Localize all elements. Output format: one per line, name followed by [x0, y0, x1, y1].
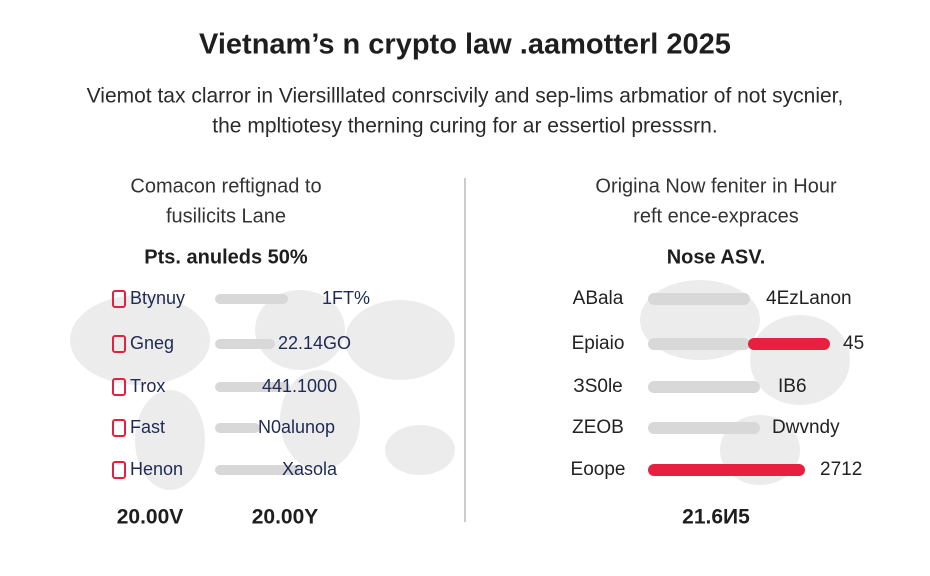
- footer-value: 21.6И5: [682, 506, 750, 529]
- row-value: 22.14GO: [278, 333, 351, 353]
- row-label: Henon: [130, 459, 183, 479]
- panel-heading: Origina Now feniter in Hour: [595, 175, 837, 197]
- row-label: Eoope: [571, 459, 626, 480]
- row-label: Fast: [130, 417, 165, 437]
- row-label: Trox: [130, 376, 165, 396]
- row-label: ZEOB: [572, 417, 624, 438]
- footer-value: 20.00V: [117, 506, 184, 529]
- row-value: Dwvndy: [772, 417, 840, 438]
- row-bar: [648, 293, 750, 305]
- row-label: Epiaio: [572, 333, 625, 354]
- row-value: 2712: [820, 459, 862, 480]
- panel-heading: reft ence-expraces: [633, 205, 799, 227]
- row-bar: [648, 338, 750, 350]
- footer-value: 20.00Y: [252, 506, 319, 529]
- row-bar: [215, 339, 275, 349]
- row-value: Xasola: [282, 459, 338, 479]
- row-bar: [215, 465, 300, 475]
- row-icon: [112, 461, 126, 479]
- subtitle: Viemot tax clarror in Viersilllated conr…: [87, 85, 844, 108]
- row-label: ABala: [573, 288, 624, 309]
- title: Vietnam’s n crypto law .aamotterl 2025: [199, 29, 731, 61]
- panel-heading: Comacon reftignad to: [130, 175, 321, 197]
- row-bar: [215, 423, 260, 433]
- row-label: Btynuy: [130, 288, 185, 308]
- panel-subheading: Pts. anuleds 50%: [144, 246, 308, 268]
- row-bar: [648, 422, 760, 434]
- row-bar: [648, 381, 760, 393]
- row-bar: [215, 382, 290, 392]
- right-rows: ABala 4EzLanon Epiaio 45 ЗS0le IB6 ZEOB Dwvndy E…: [571, 288, 865, 480]
- row-label: Gneg: [130, 333, 174, 353]
- row-value: 45: [843, 333, 864, 354]
- row-value: 1FT%: [322, 288, 370, 308]
- panel-subheading: Nose ASV.: [667, 246, 766, 268]
- row-value: 441.1000: [262, 376, 337, 396]
- row-bar: [648, 464, 805, 476]
- row-label: ЗS0le: [573, 376, 623, 397]
- row-value: N0alunop: [258, 417, 335, 437]
- panel-heading: fusilicits Lane: [166, 205, 286, 227]
- row-value: IB6: [778, 376, 807, 397]
- row-value: 4EzLanon: [766, 288, 852, 309]
- row-bar: [748, 338, 830, 350]
- row-icon: [112, 378, 126, 396]
- row-icon: [112, 335, 126, 353]
- row-icon: [112, 290, 126, 308]
- subtitle: the mpltiotesy therning curing for ar es…: [212, 115, 717, 138]
- left-rows: Btynuy 1FT% Gneg 22.14GO Trox 441.1000 Fast N0a…: [112, 288, 370, 479]
- row-icon: [112, 419, 126, 437]
- row-bar: [215, 294, 288, 304]
